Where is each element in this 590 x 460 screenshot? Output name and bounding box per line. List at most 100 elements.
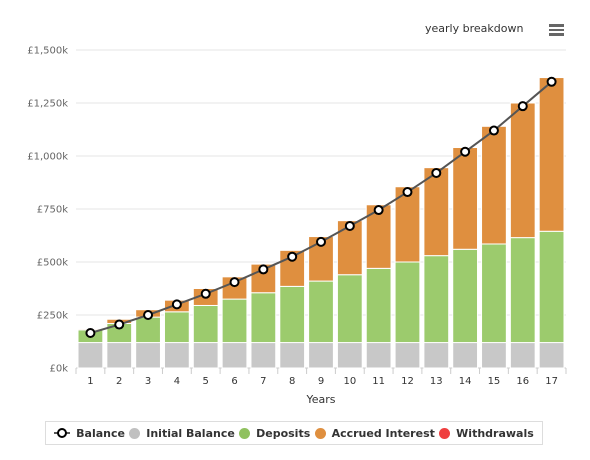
balance-point: [402, 187, 413, 198]
y-tick-label: £500k: [37, 258, 68, 269]
chart-plot: £0k £250k £500k £750k £1,000k £1,250k £1,500k 1…: [27, 46, 567, 406]
legend-label: Withdrawals: [456, 426, 534, 440]
balance-line-series: [85, 76, 557, 339]
bar-initial-balance: [308, 342, 334, 369]
bar-accrued-interest: [336, 220, 363, 276]
bar-deposits: [394, 261, 421, 344]
legend-label: Deposits: [256, 426, 311, 440]
chart-header-title: yearly breakdown: [425, 22, 524, 35]
y-tick-label: £1,250k: [27, 99, 68, 110]
x-tick-label: 15: [488, 376, 501, 387]
balance-point: [287, 251, 298, 262]
menu-bar: [549, 33, 564, 36]
bar-deposits: [365, 267, 392, 344]
bar-initial-balance: [279, 342, 306, 369]
bar-deposits: [221, 298, 248, 344]
legend-item-initial-balance[interactable]: Initial Balance: [129, 427, 235, 440]
bar-accrued-interest: [538, 77, 565, 232]
x-tick-label: 1: [87, 376, 93, 387]
bar-initial-balance: [365, 342, 392, 369]
bar-accrued-interest: [509, 102, 536, 239]
bar-initial-balance: [452, 342, 479, 369]
bar-initial-balance: [394, 342, 421, 369]
y-tick-label: £750k: [37, 205, 68, 216]
bar-deposits: [481, 243, 507, 344]
bar-accrued-interest: [394, 186, 421, 263]
bar-deposits: [452, 248, 479, 344]
legend-dot-icon: [239, 427, 251, 439]
x-tick-label: 12: [401, 376, 414, 387]
menu-bar: [549, 28, 564, 32]
legend-dot-icon: [314, 427, 326, 439]
bar-initial-balance: [77, 342, 104, 369]
bar-initial-balance: [481, 342, 507, 369]
balance-point: [171, 299, 182, 310]
y-tick-label: £0k: [49, 364, 68, 375]
bar-accrued-interest: [481, 125, 507, 245]
bar-accrued-interest: [423, 167, 450, 257]
balance-point: [344, 220, 355, 231]
bar-initial-balance: [135, 342, 161, 369]
x-tick-label: 6: [231, 376, 237, 387]
x-tick-label: 5: [203, 376, 209, 387]
x-tick-label: 13: [430, 376, 443, 387]
x-axis-title: Years: [305, 393, 335, 406]
legend-dot-icon: [129, 427, 141, 439]
y-tick-label: £1,500k: [27, 46, 68, 57]
y-tick-label: £250k: [37, 311, 68, 322]
bar-initial-balance: [509, 342, 536, 369]
bar-deposits: [336, 274, 363, 344]
legend: Balance Initial Balance Deposits Accrued…: [45, 421, 543, 445]
bar-deposits: [423, 255, 450, 344]
legend-label: Accrued Interest: [331, 426, 435, 440]
x-tick-label: 4: [174, 376, 180, 387]
bar-deposits: [308, 280, 334, 344]
x-tick-label: 10: [343, 376, 356, 387]
x-tick-label: 17: [545, 376, 558, 387]
legend-item-balance[interactable]: Balance: [54, 427, 125, 440]
balance-point: [258, 264, 269, 275]
legend-item-accrued-interest[interactable]: Accrued Interest: [314, 426, 435, 440]
hamburger-menu-icon[interactable]: [546, 22, 568, 40]
balance-point: [546, 76, 557, 87]
bar-initial-balance: [163, 342, 190, 369]
balance-point: [143, 310, 154, 320]
balance-point: [229, 277, 240, 288]
legend-item-withdrawals[interactable]: Withdrawals: [439, 427, 534, 440]
bar-initial-balance: [250, 342, 277, 369]
bar-initial-balance: [336, 342, 363, 369]
balance-point: [85, 328, 96, 339]
balance-point: [488, 125, 499, 136]
x-tick-label: 8: [289, 376, 295, 387]
legend-item-deposits[interactable]: Deposits: [239, 427, 310, 440]
legend-label: Balance: [76, 426, 125, 440]
bar-deposits: [135, 316, 161, 344]
balance-point: [373, 205, 384, 216]
x-tick-label: 2: [116, 376, 122, 387]
menu-bar: [549, 24, 564, 27]
bar-accrued-interest: [452, 147, 479, 250]
bar-deposits: [509, 237, 536, 344]
x-tick-label: 9: [318, 376, 324, 387]
x-tick-label: 7: [260, 376, 266, 387]
balance-point: [200, 288, 211, 299]
x-tick-label: 16: [516, 376, 529, 387]
balance-point: [460, 146, 471, 157]
x-tick-label: 14: [459, 376, 472, 387]
bar-deposits: [538, 230, 565, 344]
balance-point: [114, 319, 125, 330]
y-tick-label: £1,000k: [27, 152, 68, 163]
bar-initial-balance: [538, 342, 565, 369]
bar-initial-balance: [106, 342, 133, 369]
x-tick-label: 3: [145, 376, 151, 387]
bar-initial-balance: [192, 342, 219, 369]
balance-point: [431, 167, 442, 178]
bar-deposits: [279, 285, 306, 344]
bar-initial-balance: [221, 342, 248, 369]
bar-deposits: [163, 311, 190, 344]
balance-point: [316, 236, 326, 247]
legend-dot-icon: [439, 427, 451, 439]
bar-series: [77, 77, 565, 369]
balance-point: [517, 101, 528, 112]
